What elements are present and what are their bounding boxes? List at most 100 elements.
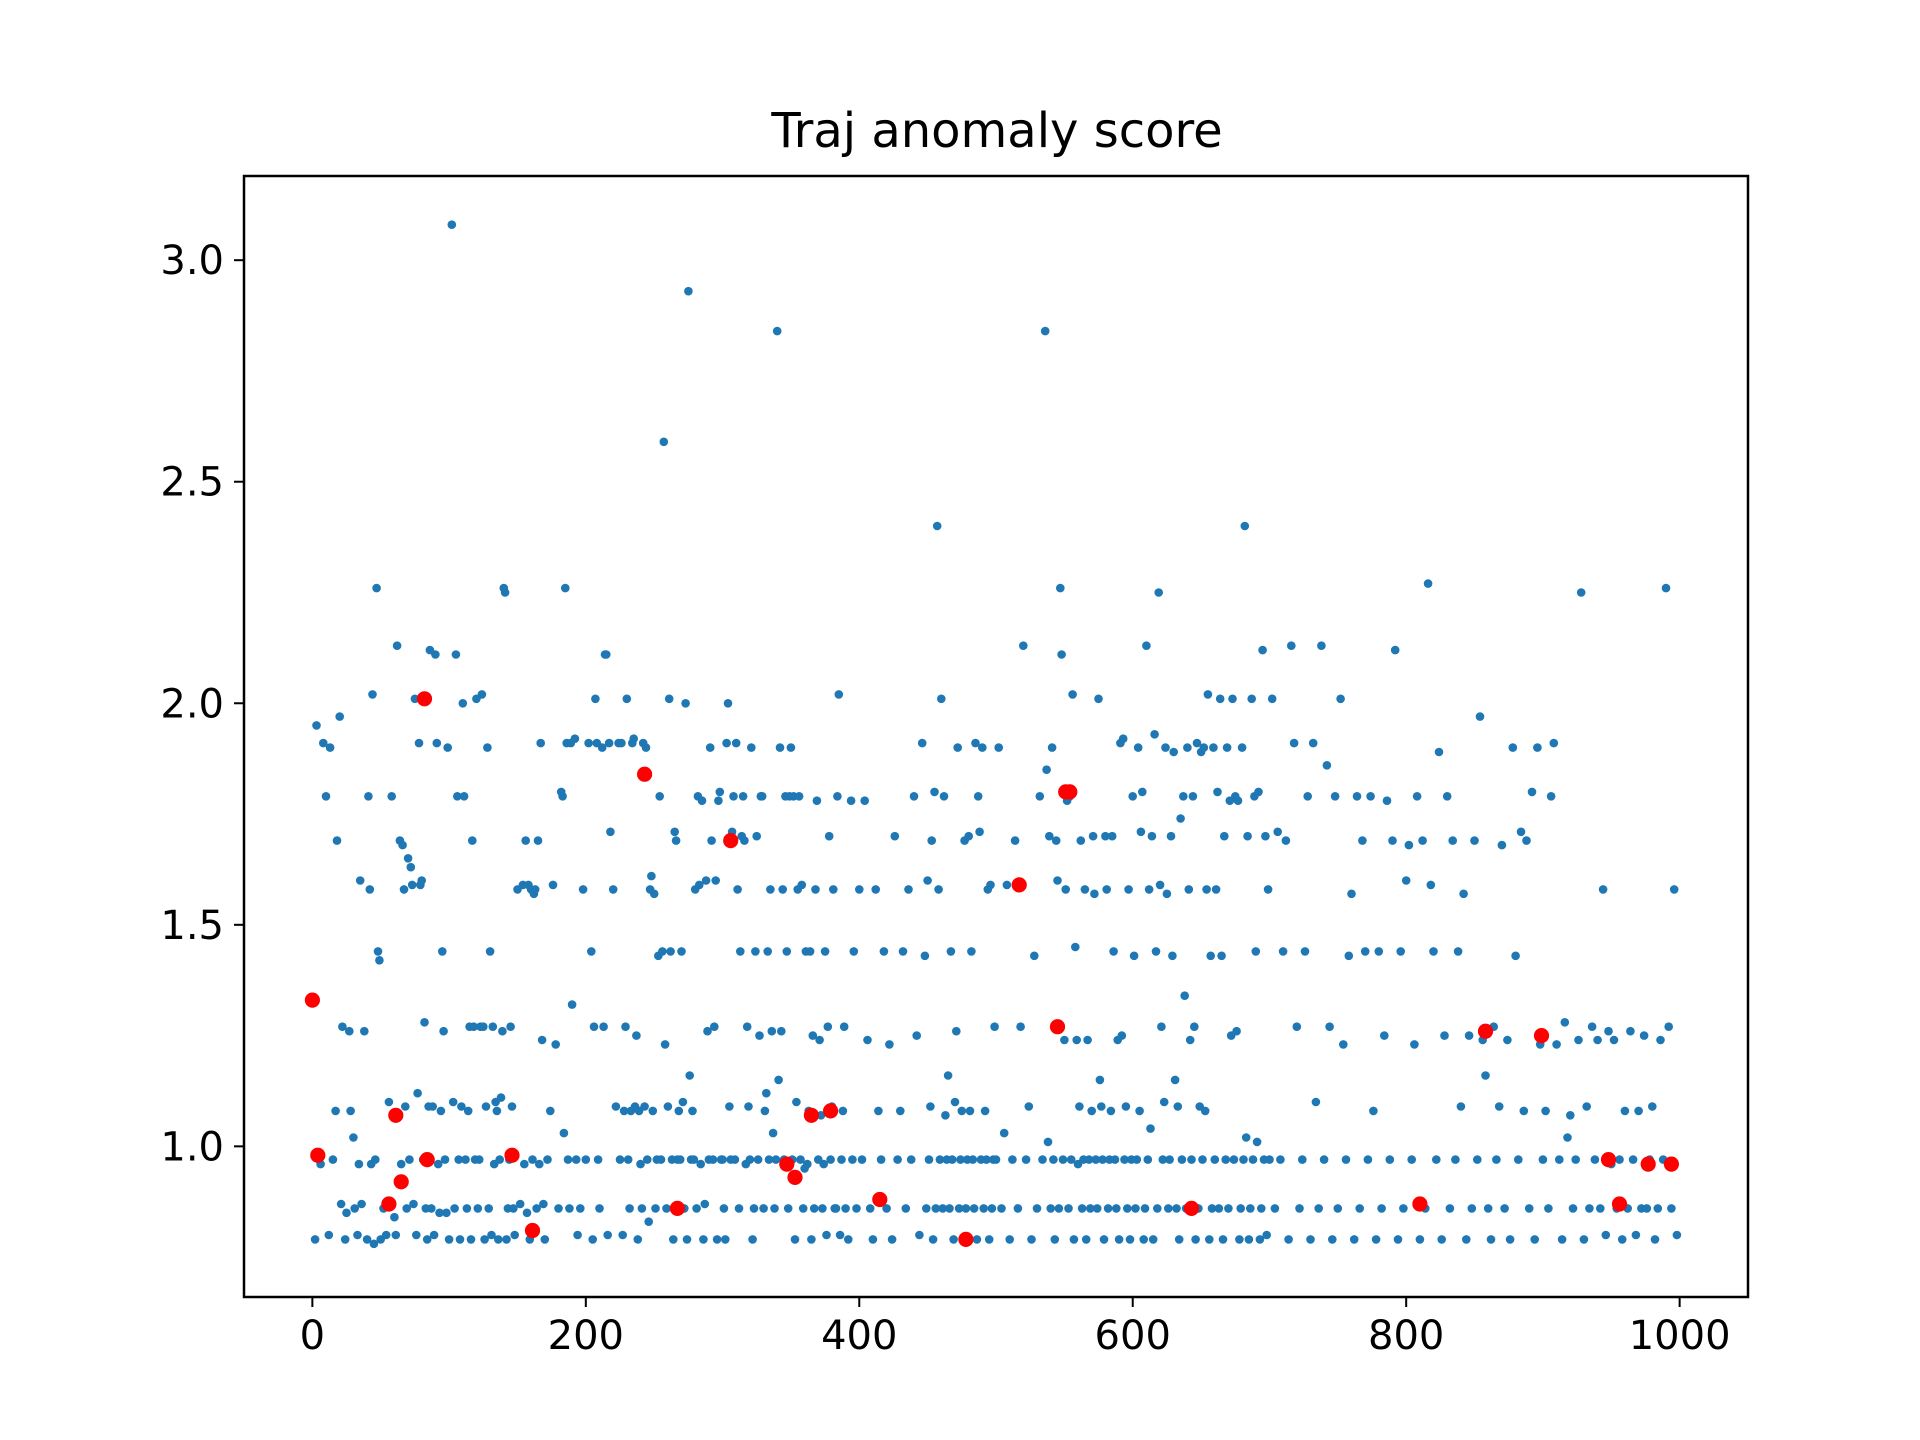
data-point	[826, 1155, 835, 1164]
data-point	[1062, 784, 1078, 800]
data-point	[364, 792, 373, 801]
data-point	[1363, 1155, 1373, 1164]
data-point	[1604, 1026, 1613, 1036]
data-point	[876, 1155, 886, 1164]
data-point	[841, 1204, 850, 1213]
data-point	[619, 1106, 629, 1116]
data-point	[1360, 947, 1370, 956]
data-point	[640, 1102, 649, 1111]
data-point	[1579, 1235, 1589, 1244]
data-point	[736, 947, 745, 956]
data-point	[1656, 1035, 1665, 1045]
data-point	[1448, 836, 1457, 845]
data-point	[419, 1152, 435, 1168]
data-point	[961, 1204, 971, 1213]
data-point	[1010, 836, 1020, 845]
data-point	[1571, 1155, 1580, 1164]
data-point	[453, 792, 462, 801]
data-point	[1215, 694, 1225, 704]
data-point	[462, 1204, 472, 1213]
data-point	[1533, 743, 1542, 752]
data-point	[710, 1022, 719, 1031]
data-point	[496, 1093, 506, 1102]
data-point	[954, 1204, 964, 1213]
data-point	[792, 1097, 801, 1107]
data-point	[494, 1235, 503, 1244]
data-point	[803, 1159, 812, 1169]
data-point	[1080, 885, 1090, 894]
data-point	[1183, 743, 1192, 752]
data-point	[325, 743, 335, 752]
data-point	[332, 836, 342, 845]
data-point	[1030, 951, 1039, 961]
data-point	[1051, 836, 1061, 845]
data-point	[1566, 1111, 1575, 1120]
data-point	[846, 796, 856, 805]
data-point	[947, 1155, 957, 1164]
data-point	[1483, 1204, 1493, 1213]
data-point	[1284, 1235, 1293, 1244]
data-point	[636, 1159, 645, 1169]
data-point	[1205, 1235, 1214, 1244]
data-point	[839, 1022, 849, 1031]
data-point	[1481, 1071, 1490, 1080]
data-point	[1043, 1137, 1053, 1147]
data-point	[718, 1155, 727, 1164]
data-point	[1124, 885, 1133, 894]
data-point	[928, 1235, 938, 1244]
data-point	[1475, 712, 1485, 721]
data-point	[1639, 1031, 1649, 1040]
data-point	[887, 1235, 897, 1244]
data-point	[1617, 1235, 1627, 1244]
data-point	[997, 1204, 1006, 1213]
data-point	[455, 1235, 465, 1244]
data-point	[1347, 889, 1356, 899]
data-point	[319, 738, 328, 748]
data-point	[1555, 1155, 1564, 1164]
data-point	[1214, 1204, 1224, 1213]
data-point	[487, 1230, 496, 1240]
data-point	[633, 1235, 643, 1244]
data-point	[1188, 792, 1198, 801]
data-point	[1593, 1035, 1602, 1045]
data-point	[669, 1235, 678, 1244]
data-point	[748, 1235, 757, 1244]
data-point	[973, 792, 983, 801]
data-point	[546, 1106, 555, 1116]
data-point	[822, 1230, 831, 1240]
data-point	[1437, 1235, 1446, 1244]
data-point	[1072, 1035, 1081, 1045]
data-point	[591, 694, 600, 704]
data-point	[1374, 947, 1384, 956]
data-point	[563, 1155, 573, 1164]
data-point	[392, 641, 402, 650]
data-point	[1232, 1026, 1241, 1036]
data-point	[1382, 796, 1392, 805]
data-point	[1222, 743, 1232, 752]
data-point	[1399, 1204, 1408, 1213]
data-point	[1672, 1230, 1682, 1240]
data-point	[1169, 747, 1178, 757]
data-point	[901, 1204, 911, 1213]
data-point	[1229, 1155, 1239, 1164]
data-point	[670, 827, 679, 837]
data-point	[599, 1022, 608, 1031]
data-point	[1590, 1155, 1600, 1164]
data-point	[971, 738, 980, 748]
data-point	[1206, 951, 1215, 961]
data-point	[481, 1102, 491, 1111]
data-point	[1473, 1155, 1482, 1164]
series-0	[310, 220, 1682, 1249]
data-point	[774, 1075, 783, 1085]
data-point	[406, 862, 416, 872]
data-point	[498, 1026, 507, 1036]
data-point	[1355, 1204, 1364, 1213]
data-point	[641, 743, 651, 752]
x-tick-label: 1000	[1629, 1313, 1731, 1359]
data-point	[1095, 1075, 1105, 1085]
data-point	[685, 1071, 694, 1080]
data-point	[1081, 1235, 1091, 1244]
data-point	[629, 734, 638, 743]
data-point	[1054, 1204, 1064, 1213]
data-point	[372, 583, 381, 593]
